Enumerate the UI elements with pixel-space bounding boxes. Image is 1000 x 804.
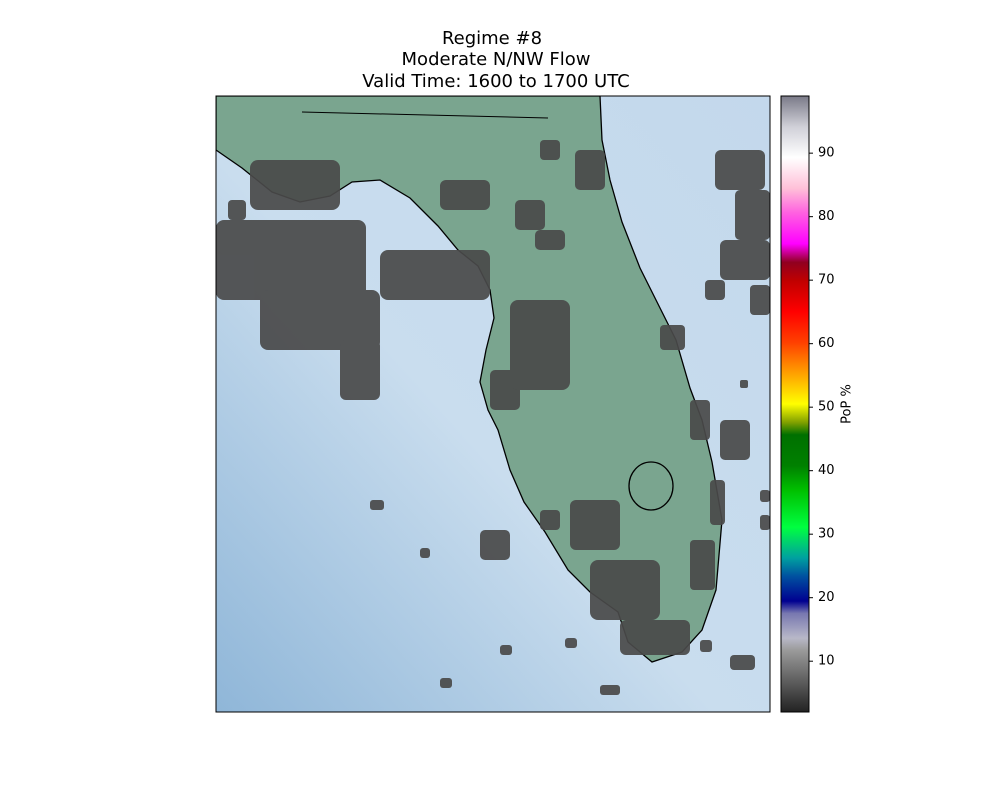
map-frame [215,95,771,713]
colorbar-ticks: 10 20 30 40 50 60 70 80 90 [809,146,835,669]
colorbar-label: PoP % [840,384,855,424]
title-line: Moderate N/NW Flow [402,49,591,70]
precip-areas [216,140,770,695]
map [216,96,770,712]
tick-label: 70 [818,273,835,288]
colorbar [780,95,810,713]
tick-label: 80 [818,209,835,224]
title-line: Regime #8 [442,28,542,49]
tick-label: 20 [818,590,835,605]
title-line: Valid Time: 1600 to 1700 UTC [362,71,629,92]
lake [628,461,674,511]
tick-label: 30 [818,527,835,542]
tick-label: 60 [818,336,835,351]
tick-label: 10 [818,654,835,669]
state-border [301,111,549,119]
tick-label: 50 [818,400,835,415]
tick-label: 40 [818,463,835,478]
tick-label: 90 [818,146,835,161]
